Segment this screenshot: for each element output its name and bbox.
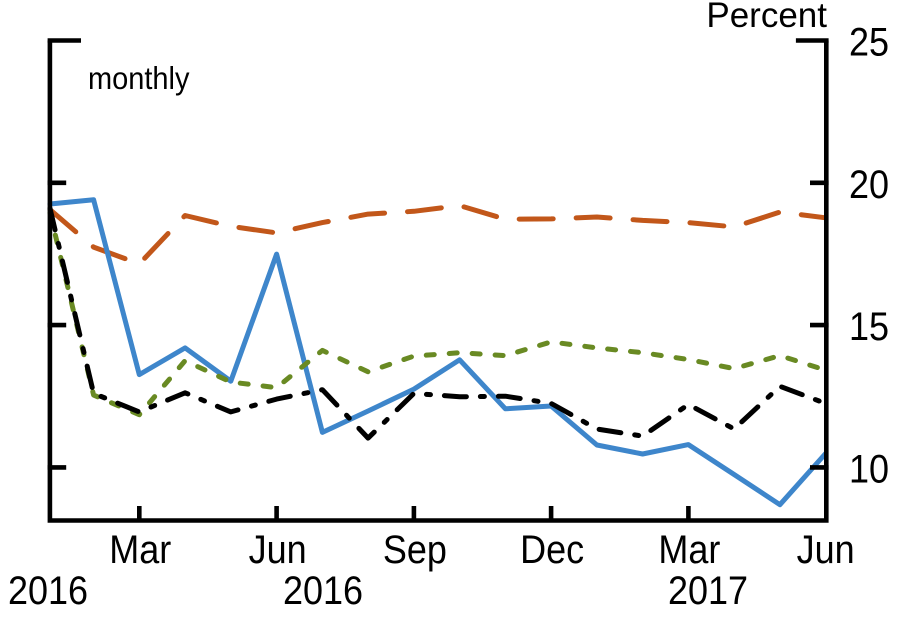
svg-text:2016: 2016 xyxy=(283,569,363,613)
svg-text:2017: 2017 xyxy=(668,569,748,613)
svg-text:Sep: Sep xyxy=(383,528,447,572)
svg-text:Percent: Percent xyxy=(706,0,827,35)
svg-text:15: 15 xyxy=(849,306,889,350)
svg-text:Mar: Mar xyxy=(658,528,720,572)
svg-text:Dec: Dec xyxy=(520,528,584,572)
svg-text:Jun: Jun xyxy=(797,528,855,572)
svg-text:2016: 2016 xyxy=(8,569,88,613)
svg-text:Jun: Jun xyxy=(249,528,307,572)
svg-text:monthly: monthly xyxy=(88,61,190,97)
svg-text:10: 10 xyxy=(849,448,889,492)
svg-text:20: 20 xyxy=(849,163,889,207)
svg-text:25: 25 xyxy=(849,21,889,65)
svg-text:Mar: Mar xyxy=(109,528,171,572)
